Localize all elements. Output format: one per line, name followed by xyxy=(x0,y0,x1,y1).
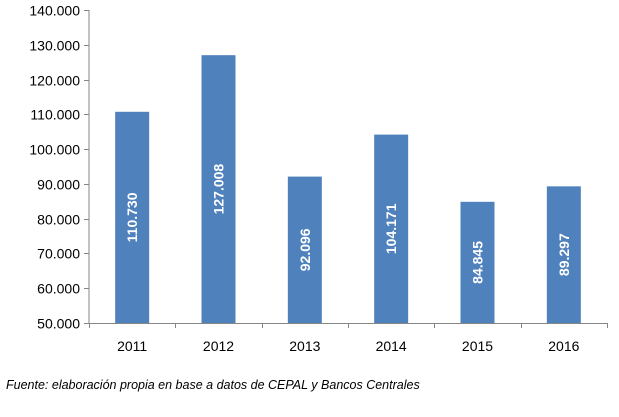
bar-value-label: 89.297 xyxy=(556,233,572,276)
y-tick-label: 110.000 xyxy=(30,107,80,123)
y-tick-label: 120.000 xyxy=(29,73,80,89)
y-tick-label: 140.000 xyxy=(29,3,80,19)
bar xyxy=(460,201,495,323)
bar-value-label: 92.096 xyxy=(297,228,313,271)
x-tick-label: 2012 xyxy=(203,338,234,354)
y-tick-label: 70.000 xyxy=(37,246,80,262)
bar xyxy=(115,111,150,323)
y-tick-label: 60.000 xyxy=(37,281,80,297)
x-tick-label: 2014 xyxy=(376,338,407,354)
bar-value-label: 104.171 xyxy=(383,203,399,254)
bar-chart: 50.000 60.000 70.000 80.000 90.000 100.000 110… xyxy=(29,3,608,354)
x-tick-label: 2013 xyxy=(289,338,320,354)
y-tick-label: 50.000 xyxy=(37,316,80,332)
x-tick-label: 2011 xyxy=(117,338,147,354)
bars: 110.730 127.008 92.096 104.171 84.845 89.297 xyxy=(115,55,581,323)
y-tick-label: 90.000 xyxy=(37,177,80,193)
x-axis: 2011 2012 2013 2014 2015 2016 xyxy=(89,323,608,354)
bar-value-label: 127.008 xyxy=(211,164,227,215)
bar xyxy=(374,134,409,323)
x-tick-label: 2015 xyxy=(462,338,493,354)
source-note: Fuente: elaboración propia en base a dat… xyxy=(6,378,420,392)
bar-value-label: 110.730 xyxy=(124,192,140,242)
y-tick-label: 130.000 xyxy=(29,38,80,54)
y-tick-label: 100.000 xyxy=(29,142,80,158)
y-axis: 50.000 60.000 70.000 80.000 90.000 100.000 110… xyxy=(29,3,90,332)
bar xyxy=(201,55,236,323)
bar xyxy=(546,186,581,323)
bar xyxy=(287,176,322,323)
y-tick-label: 80.000 xyxy=(37,212,80,228)
bar-value-label: 84.845 xyxy=(470,241,486,284)
x-tick-label: 2016 xyxy=(548,338,579,354)
